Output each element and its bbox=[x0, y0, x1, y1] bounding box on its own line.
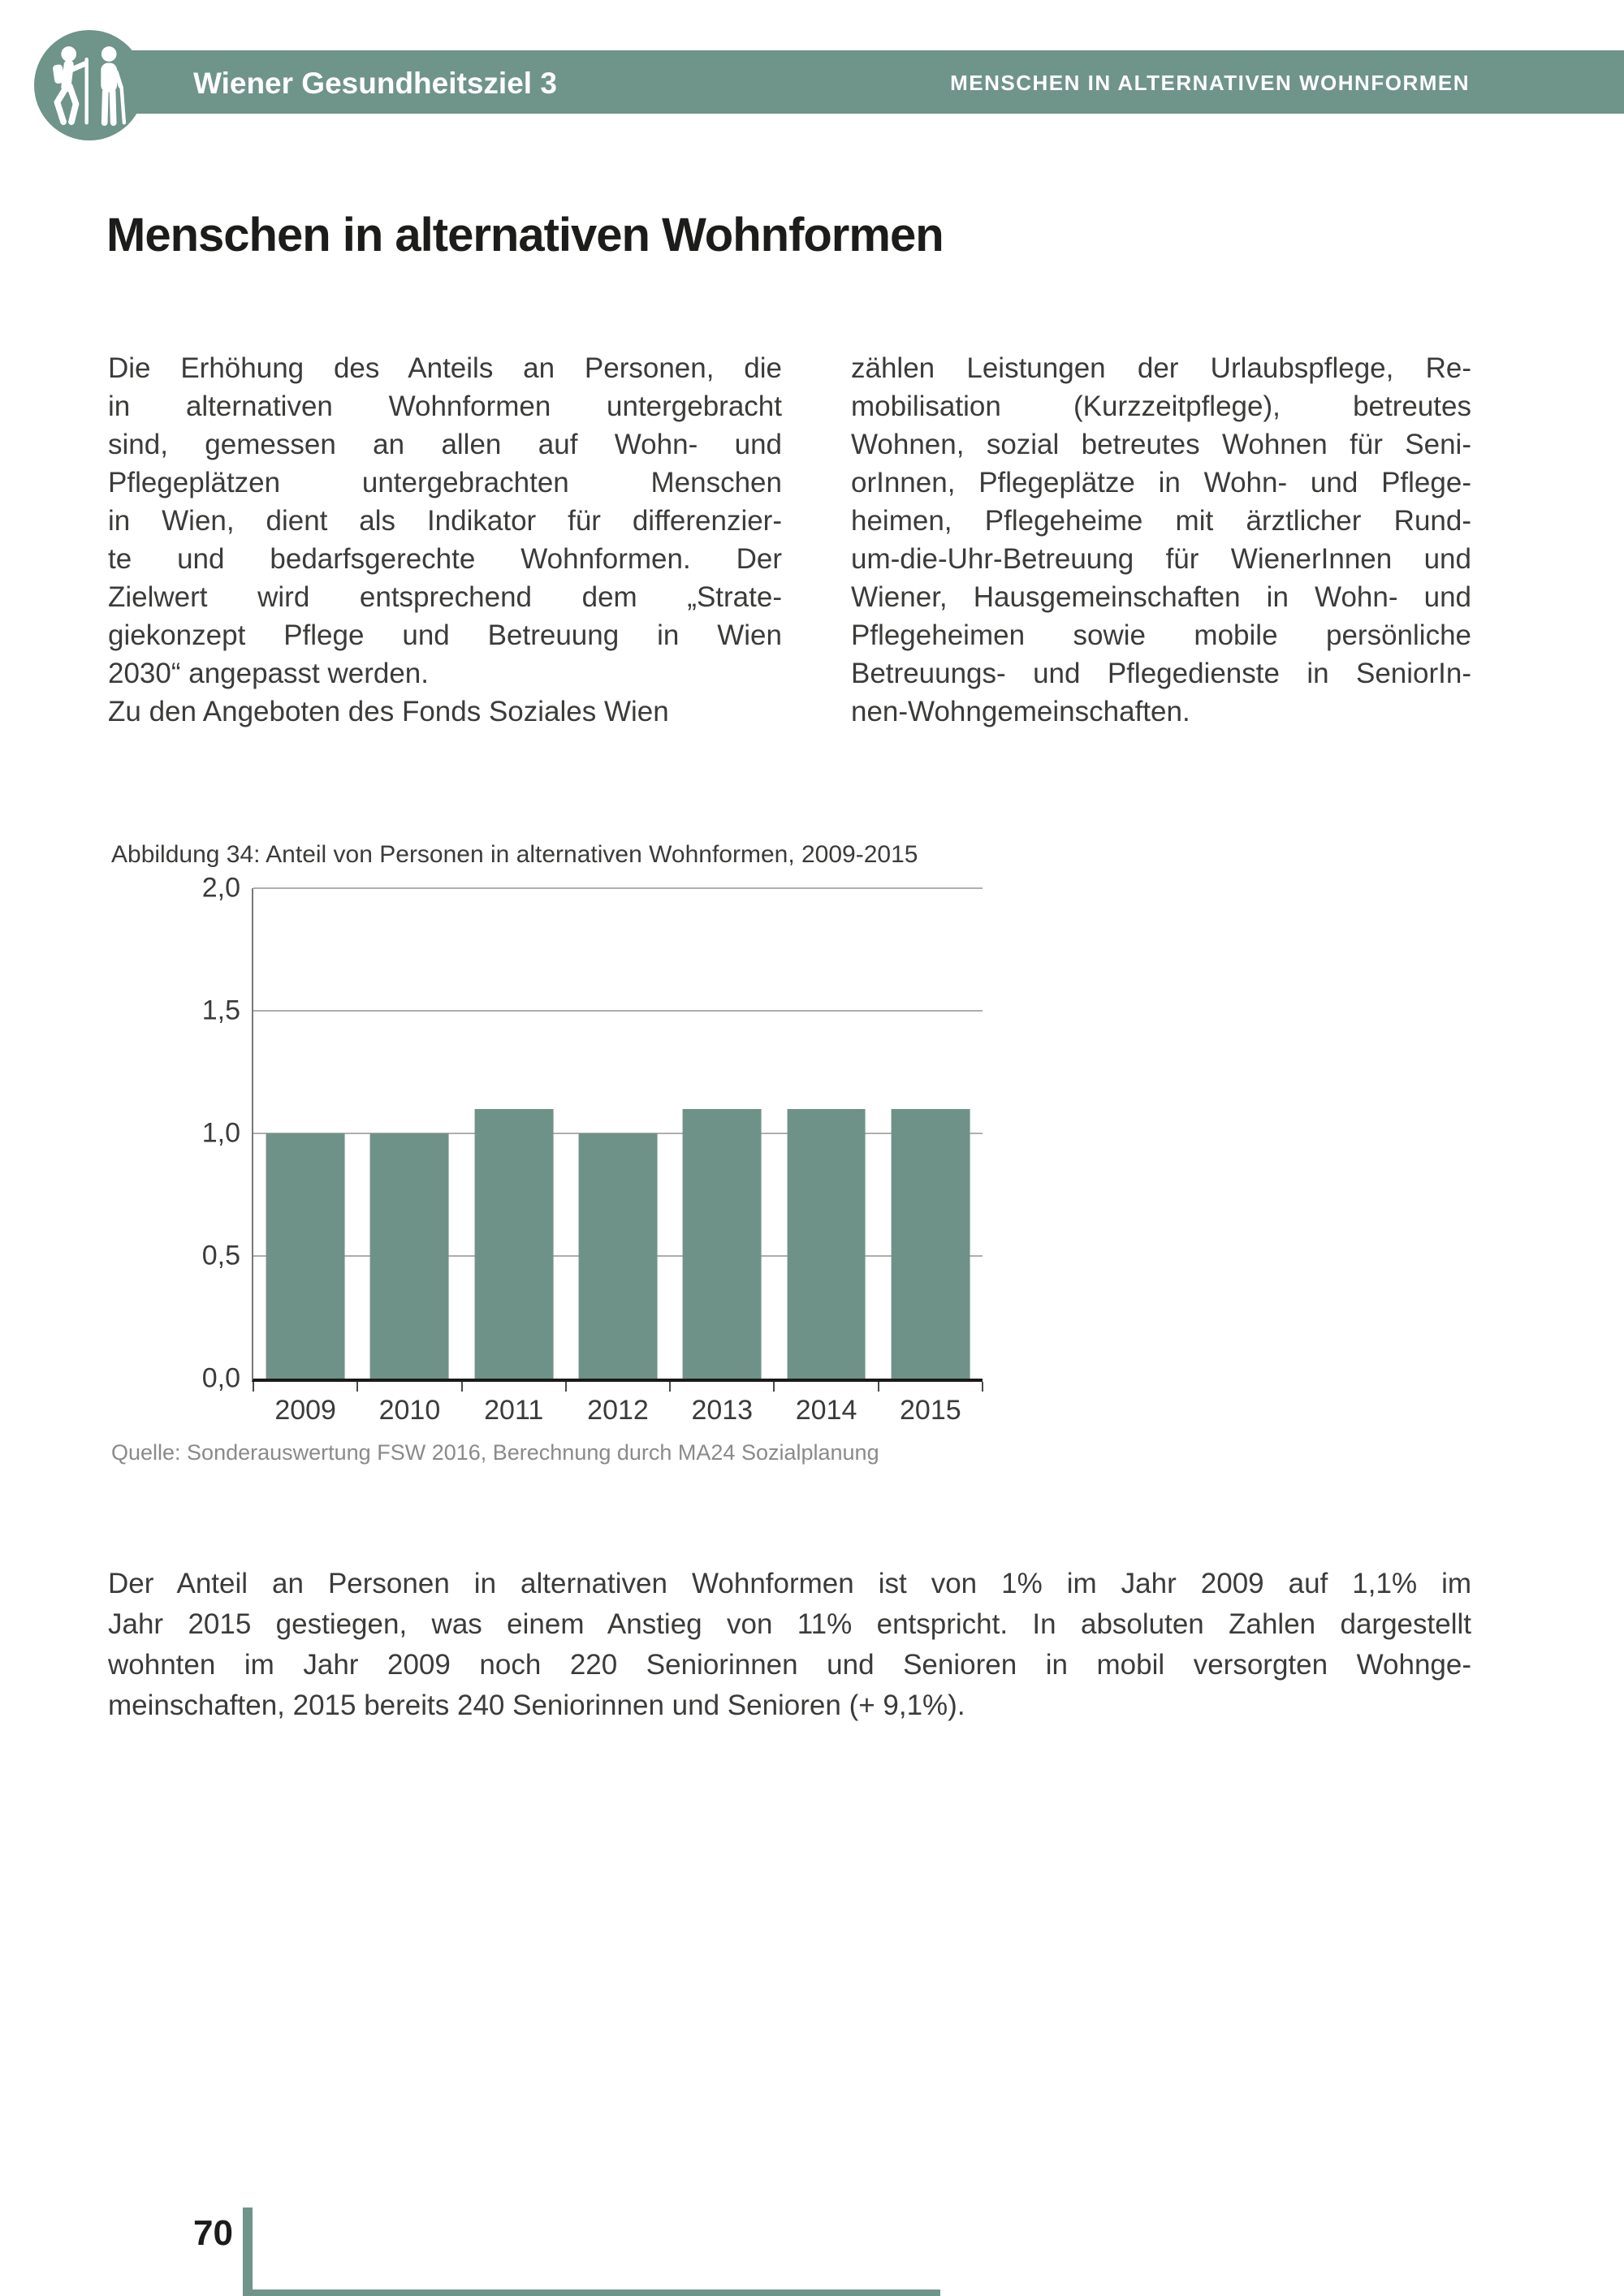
chart-plot-area: 2,0 1,5 1,0 0,5 0,0 2009 2010 2011 2012 2013 2014 2… bbox=[202, 873, 983, 1426]
text-line: orInnen, Pflegeplätze in Wohn- und Pfleg… bbox=[851, 467, 1471, 498]
figure-abbildung-34: Abbildung 34: Anteil von Personen in alt… bbox=[108, 841, 1017, 1465]
x-axis-tick-label: 2011 bbox=[484, 1395, 544, 1426]
text-line: Pflegeplätzen untergebrachten Menschen bbox=[108, 467, 782, 498]
closing-text: Der Anteil an Personen in alternativen W… bbox=[108, 1564, 1471, 1726]
intro-paragraph-1: Die Erhöhung des Anteils an Personen, di… bbox=[108, 349, 782, 693]
x-axis-tick bbox=[460, 1382, 463, 1392]
bar bbox=[787, 1108, 866, 1379]
x-axis-tick bbox=[982, 1382, 983, 1392]
bar bbox=[474, 1108, 554, 1379]
seniors-walking-icon bbox=[53, 46, 127, 127]
text-line: mobilisation (Kurzzeitpflege), betreutes bbox=[851, 391, 1471, 422]
x-axis-tick-label: 2013 bbox=[691, 1395, 754, 1426]
page-number: 70 bbox=[193, 2213, 233, 2253]
intro-right-column: zählen Leistungen der Urlaubspflege, Re-… bbox=[851, 349, 1471, 731]
text-line: Wiener, Hausgemeinschaften in Wohn- und bbox=[851, 581, 1471, 613]
text-line: giekonzept Pflege und Betreuung in Wien bbox=[108, 619, 782, 651]
bar bbox=[682, 1108, 762, 1379]
text-line: zählen Leistungen der Urlaubspflege, Re- bbox=[851, 352, 1471, 384]
footer-vertical-bar bbox=[243, 2208, 253, 2296]
page-title: Menschen in alternativen Wohnformen bbox=[106, 209, 944, 261]
y-axis-tick-label: 2,0 bbox=[201, 872, 240, 904]
text-line: Pflegeheimen sowie mobile persönliche bbox=[851, 619, 1471, 651]
text-line: Jahr 2015 gestiegen, was einem Anstieg v… bbox=[108, 1608, 1471, 1640]
text-line: Wohnen, sozial betreutes Wohnen für Seni… bbox=[851, 429, 1471, 460]
text-line: Zielwert wird entsprechend dem „Strate- bbox=[108, 581, 782, 613]
chart-source: Quelle: Sonderauswertung FSW 2016, Berec… bbox=[111, 1440, 879, 1465]
text-line: um-die-Uhr-Betreuung für WienerInnen und bbox=[851, 543, 1471, 575]
bar bbox=[370, 1133, 449, 1379]
text-line: meinschaften, 2015 bereits 240 Seniorinn… bbox=[108, 1690, 965, 1721]
intro-left-column: Die Erhöhung des Anteils an Personen, di… bbox=[108, 349, 782, 731]
x-axis-tick-label: 2010 bbox=[378, 1395, 441, 1426]
x-axis-tick bbox=[356, 1382, 359, 1392]
bar bbox=[266, 1133, 345, 1379]
text-line: Der Anteil an Personen in alternativen W… bbox=[108, 1568, 1471, 1599]
y-axis-tick-label: 0,0 bbox=[201, 1362, 240, 1394]
gridline bbox=[253, 887, 983, 889]
text-line: heimen, Pflegeheime mit ärztlicher Rund- bbox=[851, 505, 1471, 537]
header-title: Wiener Gesundheitsziel 3 bbox=[193, 67, 557, 100]
bar bbox=[578, 1133, 658, 1379]
text-line: in alternativen Wohnformen untergebracht bbox=[108, 391, 782, 422]
x-axis-tick-label: 2015 bbox=[900, 1395, 961, 1426]
x-axis-tick-label: 2009 bbox=[274, 1395, 336, 1426]
bar-slot: 2009 bbox=[253, 888, 357, 1426]
x-axis-tick-label: 2012 bbox=[587, 1395, 649, 1426]
y-axis-tick-label: 0,5 bbox=[201, 1240, 240, 1271]
goal-badge bbox=[34, 30, 145, 140]
gridline bbox=[253, 1010, 983, 1012]
text-line: wohnten im Jahr 2009 noch 220 Seniorinne… bbox=[108, 1649, 1471, 1681]
x-axis-tick bbox=[669, 1382, 672, 1392]
chart-plot-row: 2,0 1,5 1,0 0,5 0,0 2009 2010 2011 2012 2013 2014 2… bbox=[202, 873, 983, 1426]
text-line: nen-Wohngemeinschaften. bbox=[851, 696, 1190, 727]
x-axis-tick bbox=[253, 1382, 254, 1392]
y-axis-tick-label: 1,5 bbox=[201, 995, 240, 1026]
chart-caption: Abbildung 34: Anteil von Personen in alt… bbox=[111, 841, 918, 868]
header-band bbox=[89, 50, 1624, 114]
text-line: Zu den Angeboten des Fonds Soziales Wien bbox=[108, 696, 669, 727]
x-axis-tick bbox=[564, 1382, 567, 1392]
y-axis-tick-label: 1,0 bbox=[201, 1117, 240, 1149]
bar-slot: 2010 bbox=[357, 888, 461, 1426]
bar-slot: 2015 bbox=[879, 888, 983, 1426]
bar-slot: 2013 bbox=[670, 888, 774, 1426]
header-section-label: MENSCHEN IN ALTERNATIVEN WOHNFORMEN bbox=[950, 71, 1470, 95]
x-axis-tick-label: 2014 bbox=[795, 1395, 857, 1426]
text-line: in Wien, dient als Indikator für differe… bbox=[108, 505, 782, 537]
x-axis-tick bbox=[773, 1382, 775, 1392]
bar-slot: 2012 bbox=[566, 888, 670, 1426]
bar bbox=[891, 1108, 970, 1379]
bar-slot: 2011 bbox=[462, 888, 566, 1426]
closing-paragraph: Der Anteil an Personen in alternativen W… bbox=[108, 1564, 1471, 1726]
text-line: sind, gemessen an allen auf Wohn- und bbox=[108, 429, 782, 460]
text-line: Betreuungs- und Pflegedienste in SeniorI… bbox=[851, 658, 1471, 689]
bar-slot: 2014 bbox=[774, 888, 878, 1426]
text-line: 2030“ angepasst werden. bbox=[108, 658, 429, 689]
footer-bottom-bar bbox=[253, 2290, 940, 2296]
x-axis-tick bbox=[877, 1382, 879, 1392]
intro-paragraph-continued: zählen Leistungen der Urlaubspflege, Re-… bbox=[851, 349, 1471, 731]
text-line: Die Erhöhung des Anteils an Personen, di… bbox=[108, 352, 782, 384]
text-line: te und bedarfsgerechte Wohnformen. Der bbox=[108, 543, 782, 575]
intro-paragraph-2: Zu den Angeboten des Fonds Soziales Wien bbox=[108, 693, 782, 731]
